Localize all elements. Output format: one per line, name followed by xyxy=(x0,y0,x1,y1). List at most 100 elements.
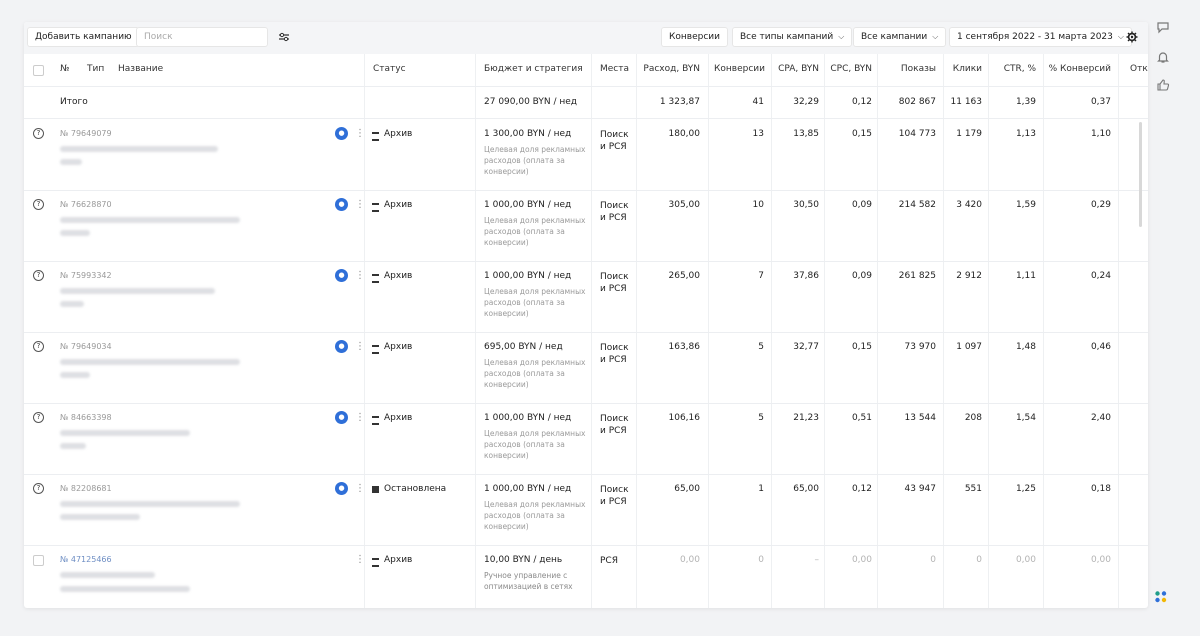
status-text: Архив xyxy=(384,200,413,210)
help-icon[interactable]: ? xyxy=(33,341,44,352)
help-icon[interactable]: ? xyxy=(33,483,44,494)
table-row[interactable]: ? № 75993342 ● ⋮ Архив 1 000,00 BYN / не… xyxy=(24,261,1148,333)
autotargeting-badge-icon[interactable]: ● xyxy=(335,198,348,211)
archive-status-icon xyxy=(372,558,379,567)
archive-status-icon xyxy=(372,416,379,425)
budget-text[interactable]: 1 000,00 BYN / нед xyxy=(484,271,572,281)
table-row[interactable]: ? № 79649034 ● ⋮ Архив 695,00 BYN / нед … xyxy=(24,332,1148,404)
col-conv-rate[interactable]: % Конверсий xyxy=(1048,64,1111,74)
campaign-number[interactable]: № 75993342 xyxy=(60,271,112,280)
autotargeting-badge-icon[interactable]: ● xyxy=(335,340,348,353)
table-row[interactable]: ? № 82208681 ● ⋮ Остановлена 1 000,00 BY… xyxy=(24,474,1148,546)
more-actions-icon[interactable]: ⋮ xyxy=(355,412,365,423)
col-num[interactable]: № xyxy=(60,64,70,74)
help-icon[interactable]: ? xyxy=(33,412,44,423)
col-impressions[interactable]: Показы xyxy=(900,64,936,74)
column-divider xyxy=(591,54,592,608)
row-checkbox[interactable] xyxy=(33,555,44,566)
budget-text[interactable]: 1 000,00 BYN / нед xyxy=(484,484,572,494)
conv-rate-cell: 0,18 xyxy=(1090,484,1111,494)
table-row[interactable]: ? № 76628870 ● ⋮ Архив 1 000,00 BYN / не… xyxy=(24,190,1148,262)
vertical-scrollbar[interactable] xyxy=(1139,122,1142,227)
apps-grid-icon[interactable] xyxy=(1154,590,1168,604)
conversions-cell: 7 xyxy=(758,271,764,281)
table-row[interactable]: № 47125466 ⋮ Архив 10,00 BYN / день Ручн… xyxy=(24,545,1148,608)
campaign-types-select[interactable]: Все типы кампаний ⌵ xyxy=(732,27,853,47)
campaigns-panel: Добавить кампанию Поиск Конверсии Все ти… xyxy=(24,22,1148,608)
col-cpa[interactable]: CPA, BYN xyxy=(778,64,819,74)
campaign-number[interactable]: № 82208681 xyxy=(60,484,112,493)
archive-status-icon xyxy=(372,345,379,354)
bell-icon[interactable] xyxy=(1156,50,1170,64)
date-range-select[interactable]: 1 сентября 2022 - 31 марта 2023 ⌵ xyxy=(949,27,1132,47)
help-icon[interactable]: ? xyxy=(33,270,44,281)
campaign-name-blurred xyxy=(60,288,215,294)
more-actions-icon[interactable]: ⋮ xyxy=(355,128,365,139)
column-divider xyxy=(824,54,825,608)
campaigns-select[interactable]: Все кампании ⌵ xyxy=(853,27,947,47)
conversions-cell: 13 xyxy=(752,129,764,139)
col-cpc[interactable]: CPC, BYN xyxy=(830,64,872,74)
col-spend[interactable]: Расход, BYN xyxy=(643,64,700,74)
campaign-number[interactable]: № 79649034 xyxy=(60,342,112,351)
help-icon[interactable]: ? xyxy=(33,128,44,139)
strategy-text: Целевая доля рекламных расходов (оплата … xyxy=(484,287,586,318)
toolbar: Добавить кампанию Поиск Конверсии Все ти… xyxy=(24,22,1148,54)
help-icon[interactable]: ? xyxy=(33,199,44,210)
campaign-number[interactable]: № 79649079 xyxy=(60,129,112,138)
add-campaign-button[interactable]: Добавить кампанию xyxy=(27,27,140,47)
select-all-checkbox[interactable] xyxy=(33,65,44,76)
conversions-button[interactable]: Конверсии xyxy=(661,27,728,47)
chat-icon[interactable] xyxy=(1156,20,1170,34)
status-text: Архив xyxy=(384,342,413,352)
more-actions-icon[interactable]: ⋮ xyxy=(355,270,365,281)
ctr-cell: 1,11 xyxy=(1015,271,1036,281)
col-type[interactable]: Тип xyxy=(87,64,105,74)
more-actions-icon[interactable]: ⋮ xyxy=(355,341,365,352)
spend-cell: 305,00 xyxy=(668,200,701,210)
status-text: Архив xyxy=(384,413,413,423)
autotargeting-badge-icon[interactable]: ● xyxy=(335,269,348,282)
budget-text[interactable]: 695,00 BYN / нед xyxy=(484,342,563,352)
col-ctr[interactable]: CTR, % xyxy=(1003,64,1036,74)
status-text: Остановлена xyxy=(384,484,447,494)
thumbs-up-icon[interactable] xyxy=(1156,78,1170,92)
budget-text[interactable]: 1 000,00 BYN / нед xyxy=(484,413,572,423)
autotargeting-badge-icon[interactable]: ● xyxy=(335,411,348,424)
campaign-meta-blurred xyxy=(60,372,90,378)
table-row[interactable]: ? № 79649079 ● ⋮ Архив 1 300,00 BYN / не… xyxy=(24,119,1148,191)
more-actions-icon[interactable]: ⋮ xyxy=(355,199,365,210)
budget-text[interactable]: 1 300,00 BYN / нед xyxy=(484,129,572,139)
settings-gear-icon[interactable] xyxy=(1122,27,1142,47)
places-text: Поиск и РСЯ xyxy=(600,200,629,224)
ctr-cell: 0,00 xyxy=(1015,555,1036,565)
totals-spend: 1 323,87 xyxy=(659,97,700,107)
more-actions-icon[interactable]: ⋮ xyxy=(355,554,365,565)
campaign-name-blurred xyxy=(60,572,155,578)
col-name[interactable]: Название xyxy=(118,64,164,74)
col-places[interactable]: Места xyxy=(600,64,630,74)
campaign-number[interactable]: № 76628870 xyxy=(60,200,112,209)
budget-text[interactable]: 10,00 BYN / день xyxy=(484,555,563,565)
col-conversions[interactable]: Конверсии xyxy=(714,64,765,74)
col-budget[interactable]: Бюджет и стратегия xyxy=(484,64,583,74)
campaign-number[interactable]: № 47125466 xyxy=(60,555,112,564)
col-more[interactable]: Отк xyxy=(1130,64,1148,74)
places-line-1: Поиск xyxy=(600,485,629,495)
strategy-text: Целевая доля рекламных расходов (оплата … xyxy=(484,358,586,389)
filter-settings-icon[interactable] xyxy=(274,27,294,47)
search-input[interactable]: Поиск xyxy=(136,27,268,47)
more-actions-icon[interactable]: ⋮ xyxy=(355,483,365,494)
cpa-cell: – xyxy=(814,555,820,565)
col-clicks[interactable]: Клики xyxy=(952,64,982,74)
strategy-text: Целевая доля рекламных расходов (оплата … xyxy=(484,429,586,460)
totals-clicks: 11 163 xyxy=(950,97,983,107)
date-range-label: 1 сентября 2022 - 31 марта 2023 xyxy=(957,32,1113,42)
table-row[interactable]: ? № 84663398 ● ⋮ Архив 1 000,00 BYN / не… xyxy=(24,403,1148,475)
campaign-number[interactable]: № 84663398 xyxy=(60,413,112,422)
autotargeting-badge-icon[interactable]: ● xyxy=(335,127,348,140)
col-status[interactable]: Статус xyxy=(373,64,406,74)
budget-text[interactable]: 1 000,00 BYN / нед xyxy=(484,200,572,210)
autotargeting-badge-icon[interactable]: ● xyxy=(335,482,348,495)
conv-rate-cell: 2,40 xyxy=(1090,413,1111,423)
